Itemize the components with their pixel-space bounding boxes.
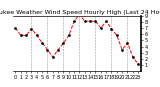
Title: Milwaukee Weather Wind Speed Hourly High (Last 24 Hours): Milwaukee Weather Wind Speed Hourly High… — [0, 10, 160, 15]
